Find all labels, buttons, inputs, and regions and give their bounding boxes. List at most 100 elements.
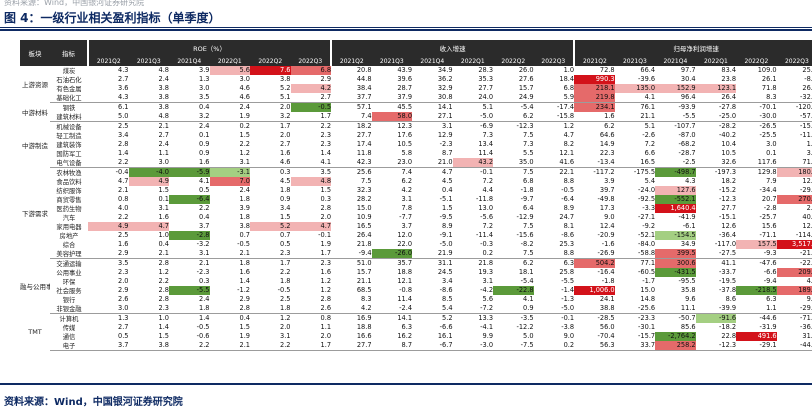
table-row: 房地产 2.5 1.0 -2.8 0.7 0.7 -0.1 26.4 12.0 -9.1 -11.4… xyxy=(20,231,812,240)
industry-name: 家用电器 xyxy=(56,224,82,231)
value-cell: -154.5 xyxy=(655,231,696,240)
value-cell: 38.4 xyxy=(331,84,372,93)
quarter-header: 2022Q2 xyxy=(493,56,534,66)
value-cell: 1,006.0 xyxy=(574,286,615,295)
value-cell: 15.0 xyxy=(614,286,656,295)
value-cell: 1.6 xyxy=(574,112,615,122)
industry-name: 国防军工 xyxy=(56,151,82,158)
value-cell: 2.2 xyxy=(169,341,210,351)
value-cell: -24.0 xyxy=(614,186,656,195)
value-cell: -68.2 xyxy=(655,140,696,149)
value-cell: -28.5 xyxy=(574,313,615,323)
value-cell: 2.1 xyxy=(169,258,210,268)
value-cell: 8.9 xyxy=(412,222,453,231)
value-cell: 0.4 xyxy=(209,313,250,323)
value-cell: 0.2 xyxy=(209,121,250,131)
value-cell: 16.5 xyxy=(614,158,656,168)
value-cell: 27.1 xyxy=(412,112,453,122)
value-cell: -39.9 xyxy=(695,304,737,314)
value-cell: 300.6 xyxy=(655,258,696,268)
value-cell: 1.3 xyxy=(88,313,129,323)
value-cell: 180.6 xyxy=(776,167,812,177)
value-cell: 56.0 xyxy=(574,323,615,332)
value-cell: 123.1 xyxy=(695,84,737,93)
value-cell: -18.2 xyxy=(695,323,737,332)
value-cell: 1.4 xyxy=(128,323,169,332)
group-header-profit-growth: 归母净利润增速 xyxy=(573,40,812,56)
value-cell: 2.3 xyxy=(128,304,169,314)
industry-name: 综合 xyxy=(62,242,76,249)
sector-group-label: 中游制造 xyxy=(22,141,48,150)
value-cell: 3.1 xyxy=(412,121,453,131)
value-cell: -2.8 xyxy=(169,231,210,240)
value-cell: -117.2 xyxy=(574,167,615,177)
value-cell: 2.5 xyxy=(88,231,129,240)
value-cell: 2.4 xyxy=(128,75,169,84)
value-cell: 0.3 xyxy=(290,195,332,204)
value-cell: 11.1 xyxy=(655,304,696,314)
value-cell: 2.3 xyxy=(290,140,332,149)
value-cell: 127.6 xyxy=(655,186,696,195)
value-cell: 21.0 xyxy=(412,158,453,168)
value-cell: 20.8 xyxy=(331,66,372,75)
table-row: 石油石化 2.7 2.4 1.3 3.0 3.8 2.9 44.8 39.6 36.2 35.3 27… xyxy=(20,75,812,84)
value-cell: 12.3 xyxy=(371,121,413,131)
value-cell: 27.7 xyxy=(331,131,372,140)
value-cell: 219.8 xyxy=(574,93,615,103)
value-cell: -175.5 xyxy=(614,167,656,177)
value-cell: -31.9 xyxy=(736,323,777,332)
value-cell: 2.7 xyxy=(290,93,332,103)
value-cell: 27.7 xyxy=(331,341,372,351)
value-cell: -5.9 xyxy=(169,167,210,177)
value-cell: 157.5 xyxy=(736,240,777,249)
value-cell: 1.0 xyxy=(533,66,575,75)
bottom-rule xyxy=(0,383,812,385)
value-cell: 1.5 xyxy=(290,186,332,195)
value-cell: 3.7 xyxy=(776,149,812,158)
value-cell: -23.3 xyxy=(614,313,656,323)
quarter-header: 2022Q2 xyxy=(250,56,291,66)
table-row: 商贸零售 0.8 0.1 -6.4 1.8 0.9 0.3 28.2 3.1 -5.1 -11.8-… xyxy=(20,195,812,204)
value-cell: 1.6 xyxy=(88,240,129,249)
value-cell: 7.5 xyxy=(493,167,534,177)
value-cell: -4.1 xyxy=(452,323,494,332)
table-row: 融与公用事 交通运输 3.5 2.8 2.1 1.8 1.7 2.3 51.0 35.7 31.1 2… xyxy=(20,258,812,291)
value-cell: 0.5 xyxy=(88,332,129,341)
value-cell: 96.4 xyxy=(655,93,696,103)
industry-name: 建筑材料 xyxy=(50,112,88,122)
value-cell: -8.6 xyxy=(533,231,575,240)
value-cell: 5.6 xyxy=(452,295,494,304)
value-cell: -7.2 xyxy=(452,304,494,314)
table-row: 公用事业 2.3 1.2 -2.3 1.6 2.2 1.6 15.7 18.8 24.5 19.3 1… xyxy=(20,268,812,277)
value-cell: 1.6 xyxy=(209,268,250,277)
value-cell: 28.2 xyxy=(331,195,372,204)
value-cell: 0.5 xyxy=(250,240,291,249)
value-cell: -36.4 xyxy=(695,231,737,240)
value-cell: 1.2 xyxy=(250,313,291,323)
value-cell: 2.4 xyxy=(209,186,250,195)
value-cell: -13.4 xyxy=(574,158,615,168)
value-cell: 72.8 xyxy=(574,66,615,75)
value-cell: -34.4 xyxy=(736,186,777,195)
value-cell: -9.4 xyxy=(736,277,777,286)
quarter-header: 2022Q2 xyxy=(736,56,777,66)
value-cell: 0.5 xyxy=(169,186,210,195)
value-cell: 2.0 xyxy=(250,323,291,332)
value-cell: -16.4 xyxy=(574,268,615,277)
value-cell: 270.9 xyxy=(776,195,812,204)
value-cell: 2.9 xyxy=(290,75,332,84)
industry-name: 通信 xyxy=(62,334,76,341)
value-cell: -117.0 xyxy=(695,240,737,249)
value-cell: -21.0 xyxy=(776,249,812,259)
value-cell: -26.5 xyxy=(736,121,777,131)
value-cell: 1.6 xyxy=(128,213,169,222)
value-cell: 5.0 xyxy=(493,332,534,341)
bottom-source-note: 资料来源：Wind，中国银河证券研究院 xyxy=(4,397,183,408)
value-cell: 1.5 xyxy=(412,204,453,213)
value-cell: 4.2 xyxy=(290,84,332,93)
value-cell: 4.5 xyxy=(250,177,291,186)
value-cell: 1.8 xyxy=(250,186,291,195)
value-cell: 23.0 xyxy=(371,158,413,168)
value-cell: 20.7 xyxy=(736,195,777,204)
value-cell: 1.4 xyxy=(169,313,210,323)
